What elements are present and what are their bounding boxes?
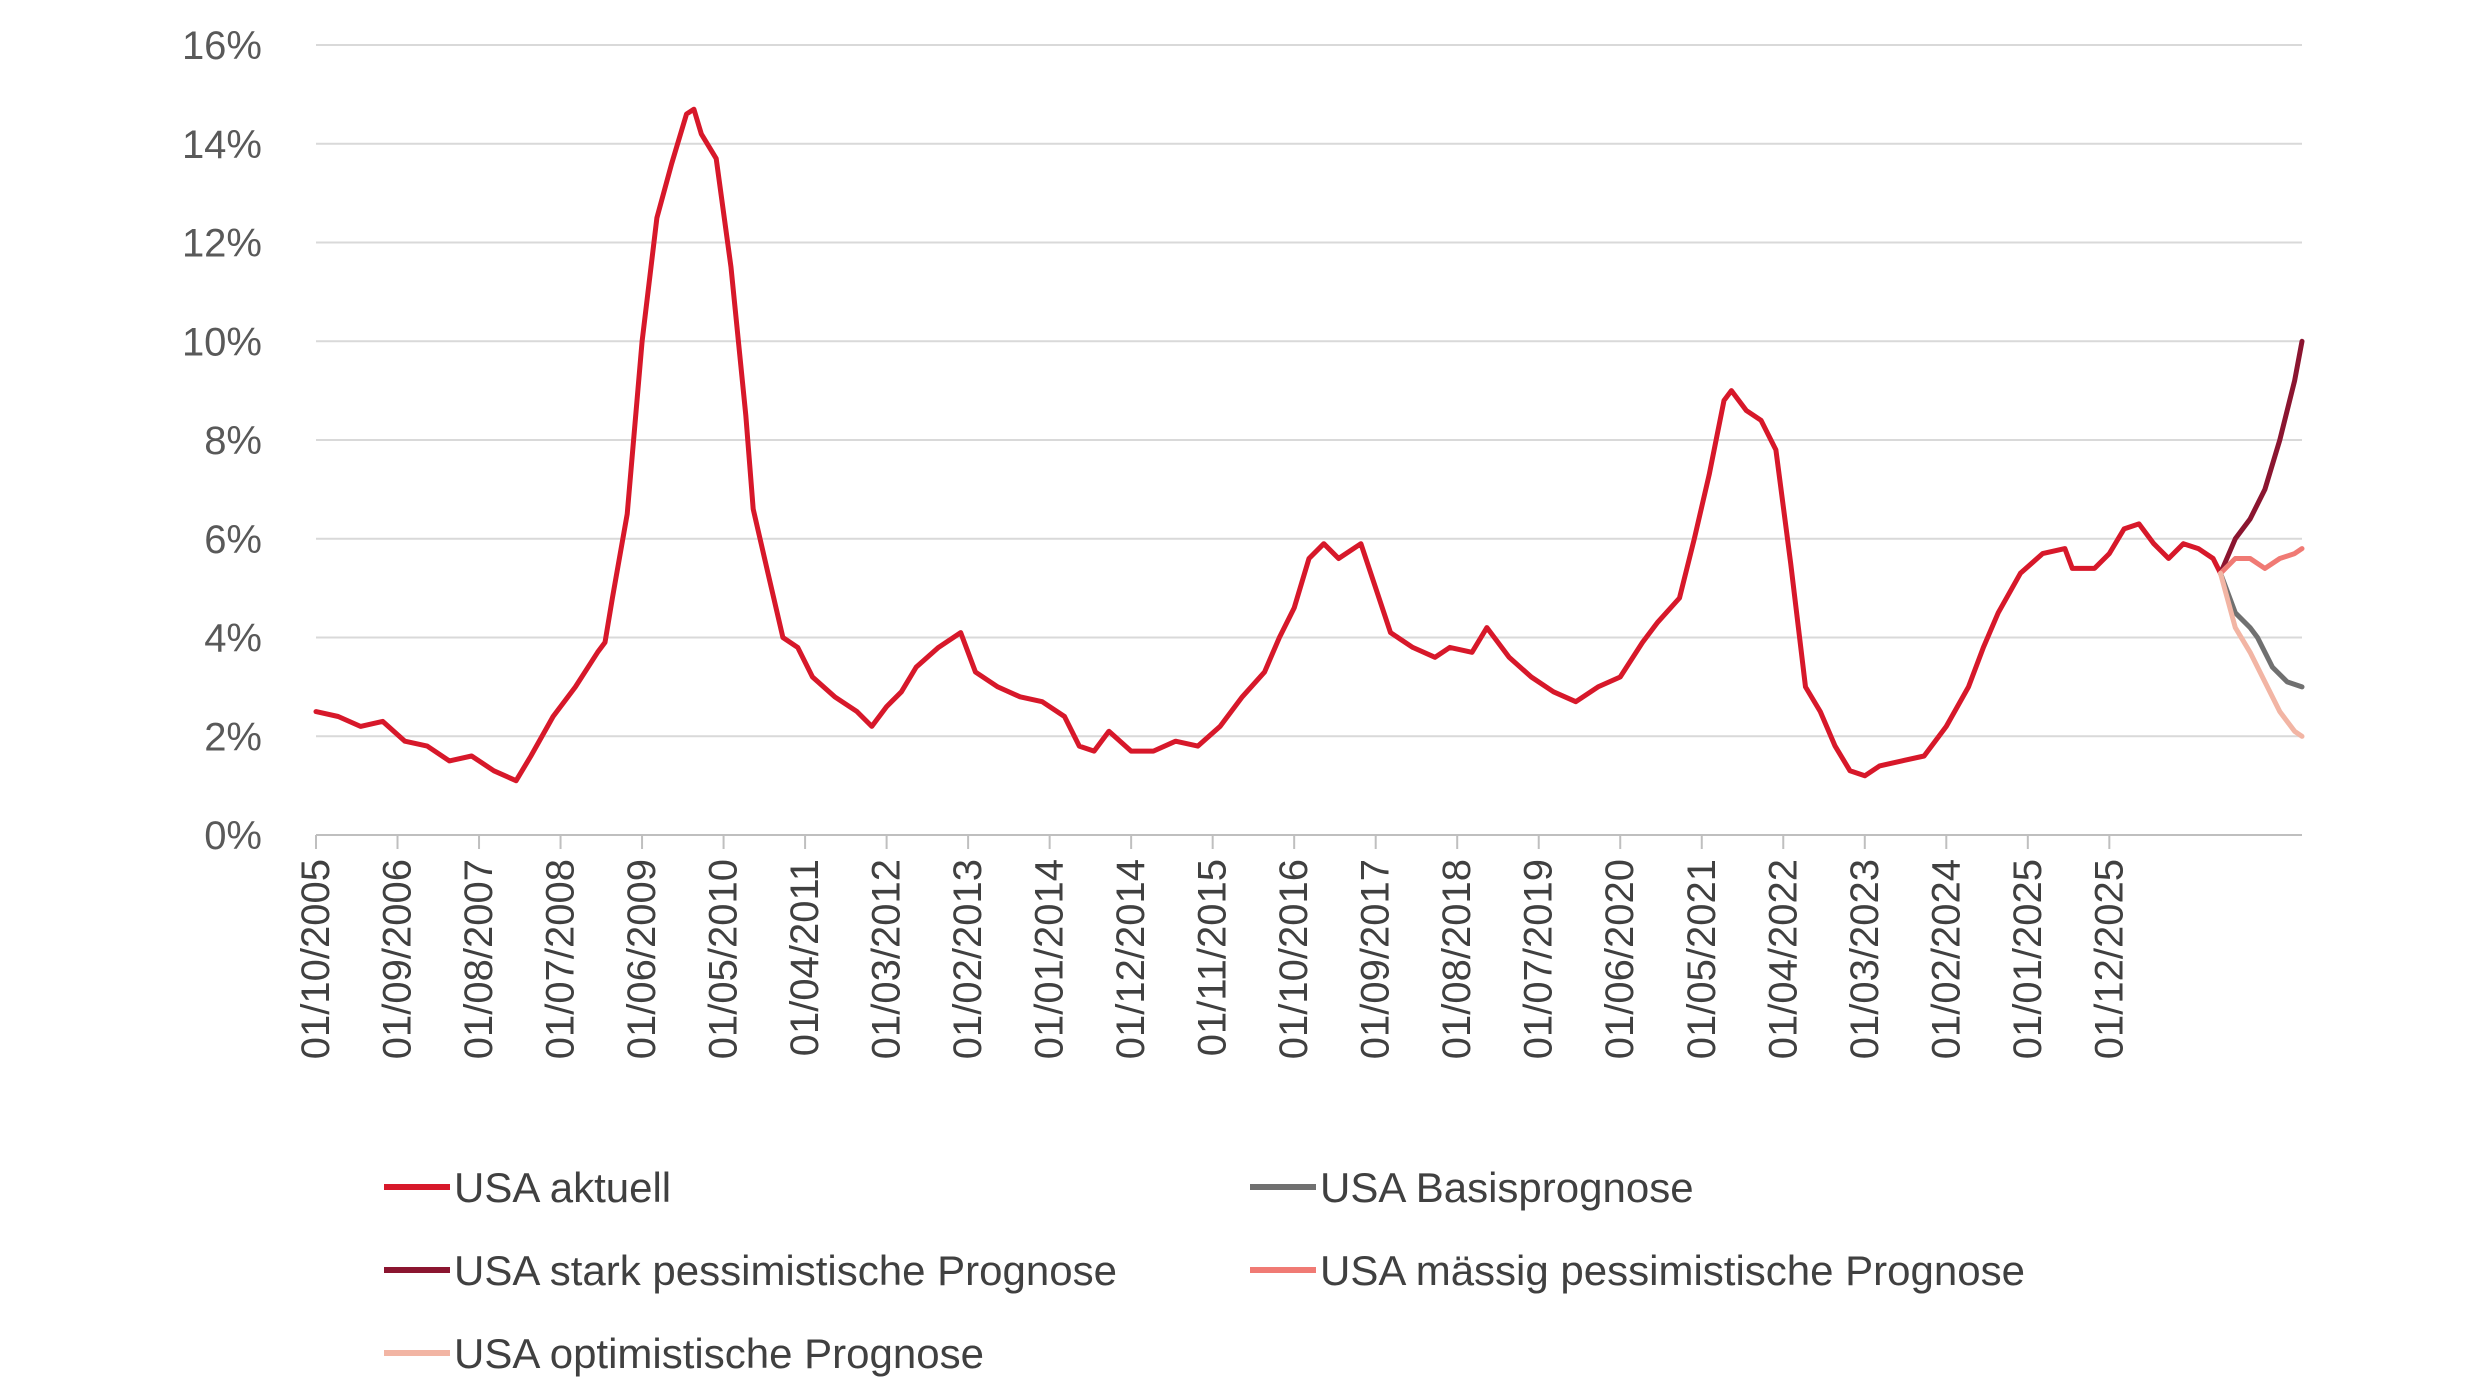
x-tick-label: 01/04/2022 (1761, 859, 1805, 1059)
x-tick-label: 01/05/2021 (1680, 859, 1724, 1059)
y-tick-label: 0% (204, 814, 262, 858)
x-tick-label: 01/02/2024 (1924, 859, 1968, 1059)
y-axis-ticks: 0% 2% 4% 6% 8% 10% 12% 14% 16% (182, 24, 262, 858)
x-tick-label: 01/09/2006 (376, 859, 420, 1059)
x-tick-label: 01/12/2025 (2087, 859, 2131, 1059)
x-tick-label: 01/10/2005 (294, 859, 338, 1059)
y-tick-label: 10% (182, 320, 262, 364)
x-tick-label: 01/06/2020 (1598, 859, 1642, 1059)
series-line-0 (313, 106, 2223, 784)
y-tick-label: 12% (182, 222, 262, 266)
y-tick-label: 2% (204, 715, 262, 759)
x-tick-label: 01/03/2012 (865, 859, 909, 1059)
x-tick-label: 01/01/2014 (1028, 859, 1072, 1059)
x-tick-label: 01/02/2013 (946, 859, 990, 1059)
y-tick-label: 16% (182, 24, 262, 68)
legend-label: USA optimistische Prognose (454, 1330, 984, 1377)
x-tick-label: 01/06/2009 (620, 859, 664, 1059)
legend-label: USA mässig pessimistische Prognose (1320, 1247, 2025, 1294)
x-tick-label: 01/05/2010 (702, 859, 746, 1059)
x-tick-label: 01/08/2007 (457, 859, 501, 1059)
x-tick-label: 01/07/2008 (539, 859, 583, 1059)
legend-label: USA stark pessimistische Prognose (454, 1247, 1117, 1294)
x-axis-ticks: 01/10/2005 01/09/2006 01/08/2007 01/07/2008… (294, 859, 2131, 1059)
x-tick-label: 01/12/2014 (1109, 859, 1153, 1059)
legend: USA aktuell USA Basisprognose USA stark pe… (384, 1164, 2025, 1377)
x-tick-label: 01/04/2011 (783, 859, 827, 1056)
x-tick-label: 01/01/2025 (2006, 859, 2050, 1059)
y-tick-label: 14% (182, 123, 262, 167)
series-line-3 (2218, 546, 2305, 576)
y-tick-label: 4% (204, 617, 262, 661)
y-tick-label: 6% (204, 518, 262, 562)
legend-label: USA Basisprognose (1320, 1164, 1694, 1211)
series-line-1 (2218, 570, 2305, 690)
series-line-4 (2218, 570, 2305, 739)
y-tick-label: 8% (204, 419, 262, 463)
gridlines (316, 44, 2302, 738)
x-tick-label: 01/11/2015 (1191, 859, 1235, 1056)
series-line-2 (2218, 338, 2305, 576)
legend-label: USA aktuell (454, 1164, 671, 1211)
series-lines (313, 106, 2305, 784)
x-axis (315, 834, 2302, 849)
x-tick-label: 01/07/2019 (1517, 859, 1561, 1059)
x-tick-label: 01/03/2023 (1843, 859, 1887, 1059)
x-tick-label: 01/08/2018 (1435, 859, 1479, 1059)
x-tick-label: 01/10/2016 (1272, 859, 1316, 1059)
x-tick-label: 01/09/2017 (1354, 859, 1398, 1059)
